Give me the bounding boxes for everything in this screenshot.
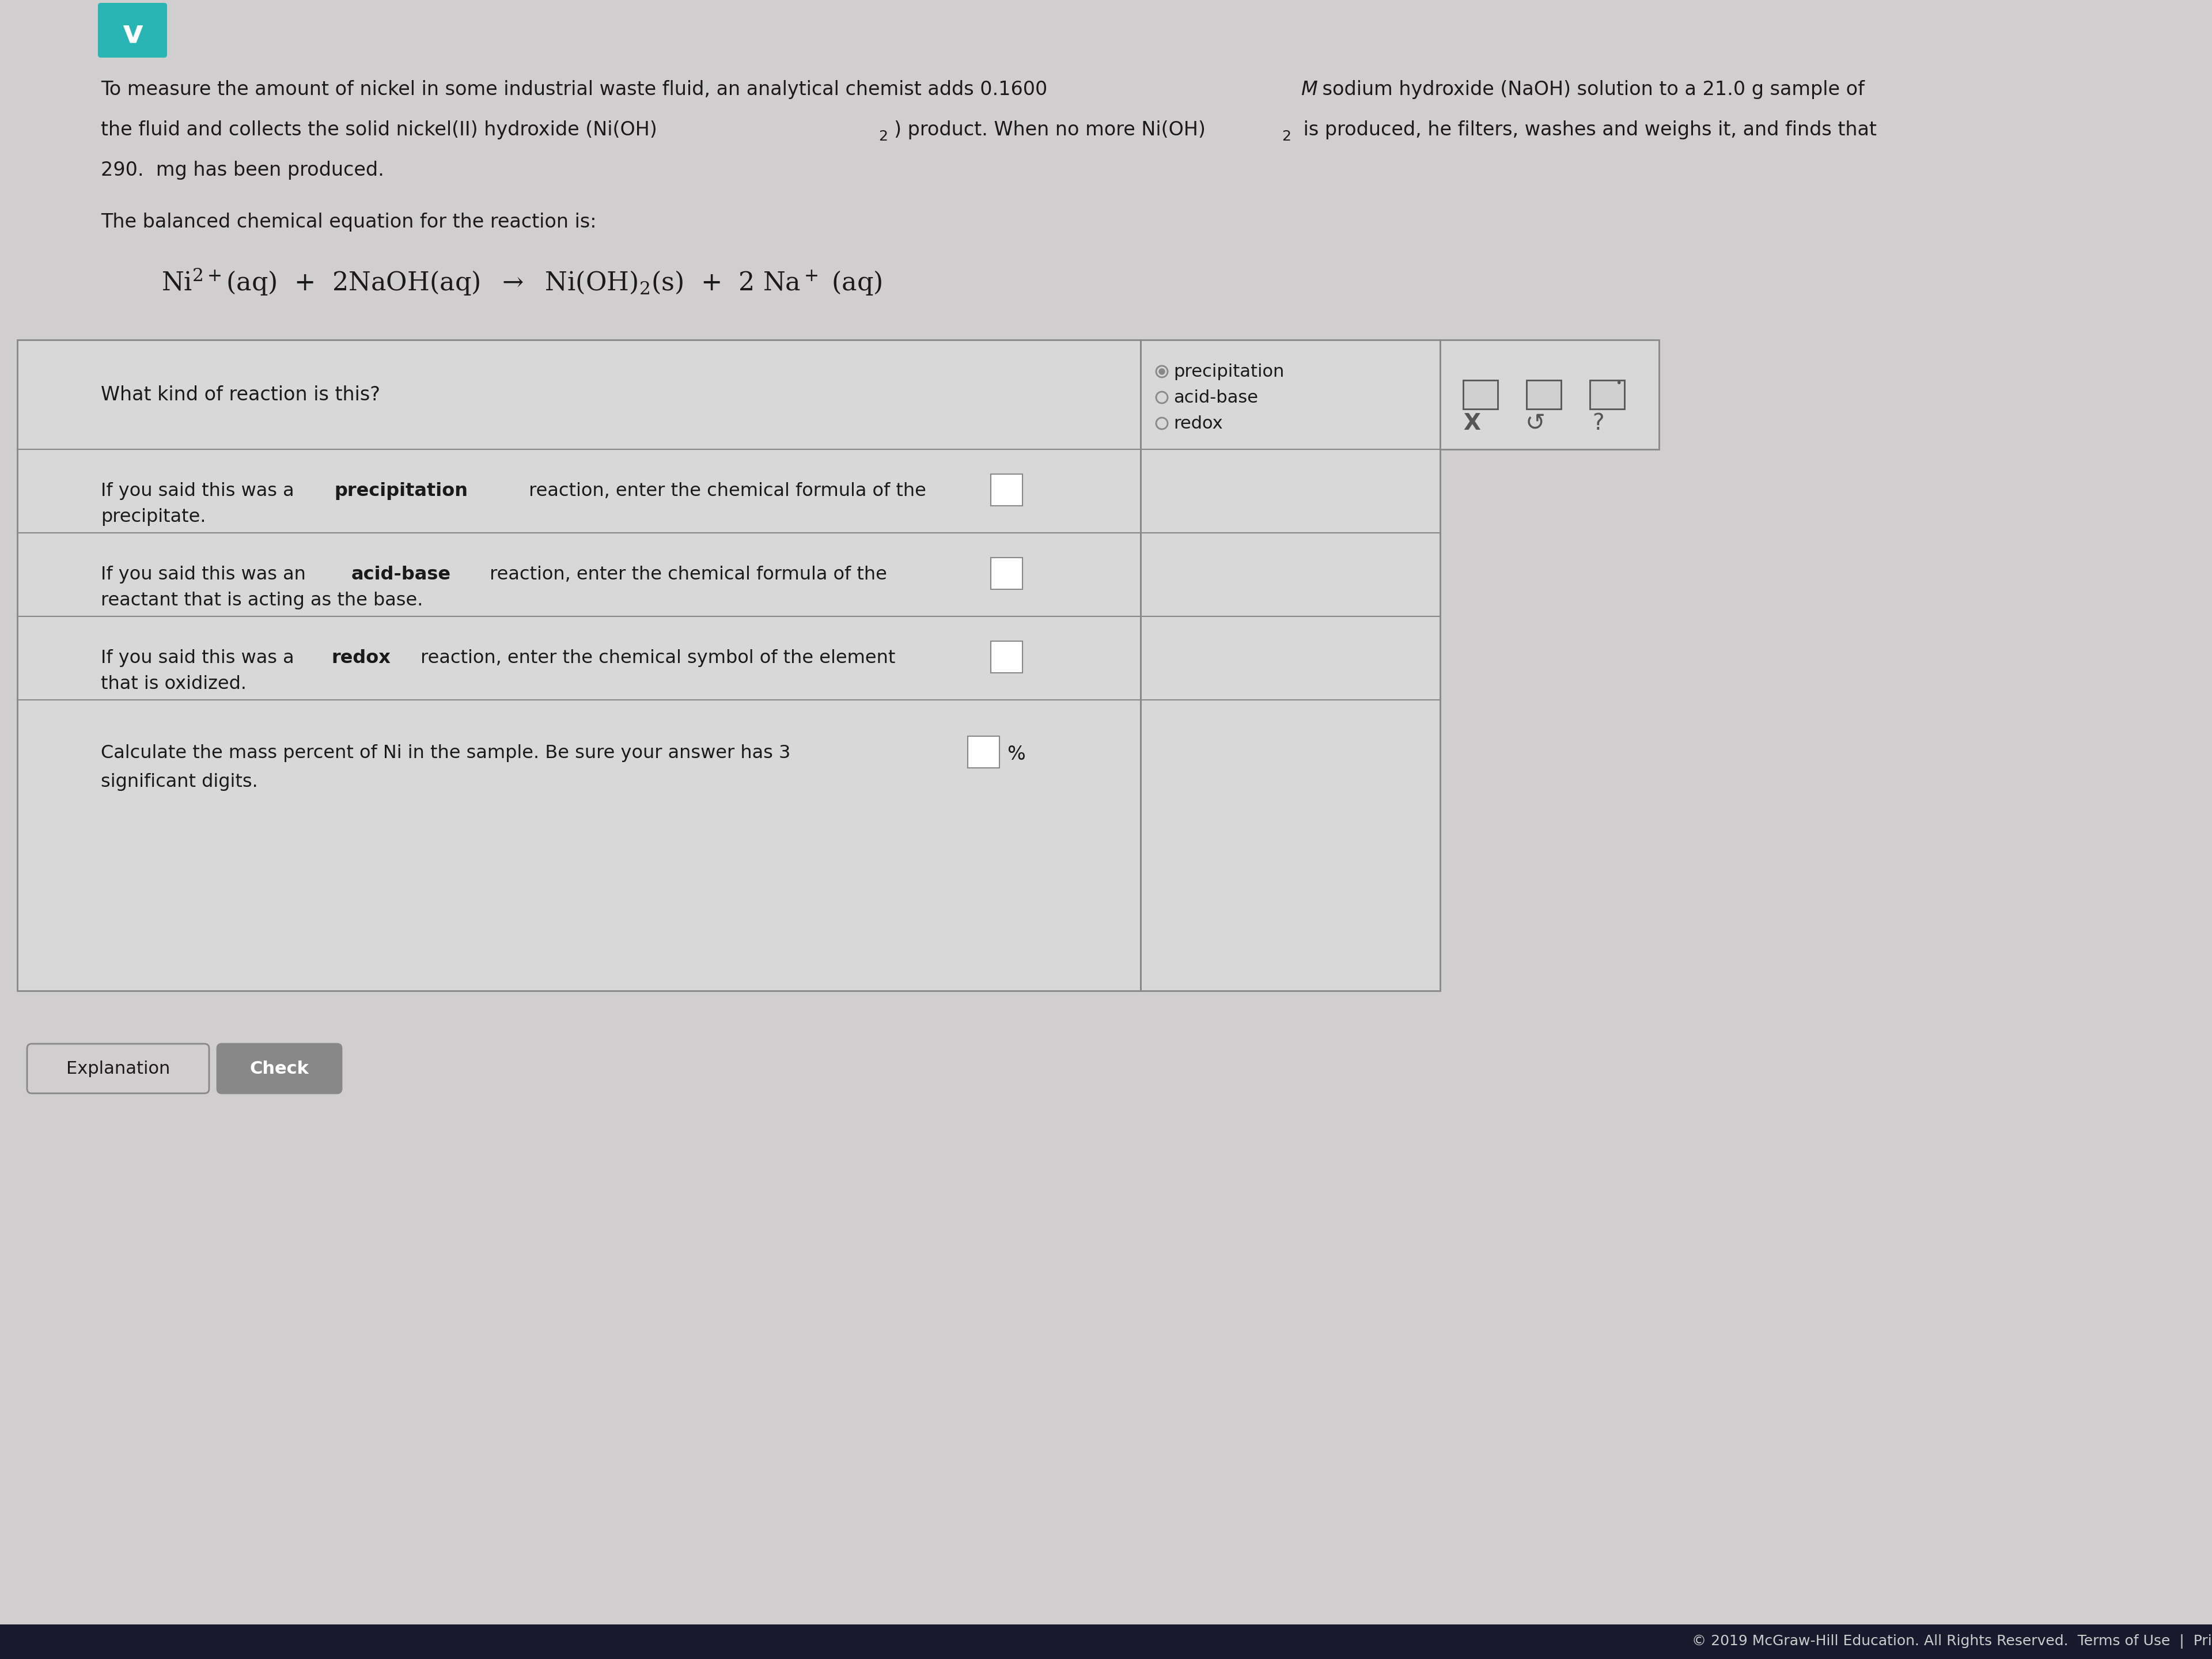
Bar xyxy=(1590,380,1624,410)
FancyBboxPatch shape xyxy=(97,3,168,58)
Text: X: X xyxy=(1462,413,1480,435)
Text: redox: redox xyxy=(332,649,392,667)
Text: acid-base: acid-base xyxy=(352,566,451,584)
Text: the fluid and collects the solid nickel(II) hydroxide (Ni(OH): the fluid and collects the solid nickel(… xyxy=(102,119,657,139)
Text: If you said this was a: If you said this was a xyxy=(102,483,301,499)
Text: sodium hydroxide (NaOH) solution to a 21.0 g sample of: sodium hydroxide (NaOH) solution to a 21… xyxy=(1316,80,1865,100)
Text: that is oxidized.: that is oxidized. xyxy=(102,675,246,693)
Text: is produced, he filters, washes and weighs it, and finds that: is produced, he filters, washes and weig… xyxy=(1296,119,1876,139)
Text: 2: 2 xyxy=(878,129,887,143)
Bar xyxy=(18,340,1141,990)
Text: reactant that is acting as the base.: reactant that is acting as the base. xyxy=(102,592,422,609)
Text: precipitation: precipitation xyxy=(334,483,467,499)
Text: %: % xyxy=(1006,745,1024,763)
Bar xyxy=(991,640,1022,672)
Text: acid-base: acid-base xyxy=(1172,390,1259,406)
Circle shape xyxy=(1159,368,1166,375)
Bar xyxy=(991,557,1022,589)
FancyBboxPatch shape xyxy=(217,1044,341,1093)
Bar xyxy=(0,1624,2212,1659)
Bar xyxy=(991,474,1022,506)
Text: redox: redox xyxy=(1172,415,1223,431)
Text: The balanced chemical equation for the reaction is:: The balanced chemical equation for the r… xyxy=(102,212,597,231)
Text: v: v xyxy=(122,18,144,50)
Text: ?: ? xyxy=(1593,413,1604,435)
Bar xyxy=(1526,380,1562,410)
Text: To measure the amount of nickel in some industrial waste fluid, an analytical ch: To measure the amount of nickel in some … xyxy=(102,80,1053,100)
Text: 290.  mg has been produced.: 290. mg has been produced. xyxy=(102,161,385,179)
Text: reaction, enter the chemical formula of the: reaction, enter the chemical formula of … xyxy=(522,483,927,499)
Text: If you said this was an: If you said this was an xyxy=(102,566,312,584)
FancyBboxPatch shape xyxy=(27,1044,210,1093)
Bar xyxy=(1141,340,1440,990)
Text: 2: 2 xyxy=(1281,129,1292,143)
Bar xyxy=(1440,340,1659,450)
Text: If you said this was a: If you said this was a xyxy=(102,649,301,667)
Text: reaction, enter the chemical formula of the: reaction, enter the chemical formula of … xyxy=(484,566,887,584)
Text: precipitation: precipitation xyxy=(1172,363,1285,380)
Text: significant digits.: significant digits. xyxy=(102,773,259,791)
Text: © 2019 McGraw-Hill Education. All Rights Reserved.  Terms of Use  |  Pri: © 2019 McGraw-Hill Education. All Rights… xyxy=(1692,1634,2212,1649)
Text: Explanation: Explanation xyxy=(66,1060,170,1077)
Text: •: • xyxy=(1615,378,1621,388)
Text: ↺: ↺ xyxy=(1524,411,1546,436)
Text: Ni$^{2+}$(aq)  +  2NaOH(aq)  $\rightarrow$  Ni(OH)$_2$(s)  +  2 Na$^+$ (aq): Ni$^{2+}$(aq) + 2NaOH(aq) $\rightarrow$ … xyxy=(161,267,883,297)
Text: precipitate.: precipitate. xyxy=(102,508,206,526)
Bar xyxy=(1462,380,1498,410)
Text: Calculate the mass percent of Ni in the sample. Be sure your answer has 3: Calculate the mass percent of Ni in the … xyxy=(102,745,790,761)
Text: reaction, enter the chemical symbol of the element: reaction, enter the chemical symbol of t… xyxy=(416,649,896,667)
Bar xyxy=(969,737,1000,768)
Text: ) product. When no more Ni(OH): ) product. When no more Ni(OH) xyxy=(894,119,1206,139)
Text: What kind of reaction is this?: What kind of reaction is this? xyxy=(102,385,380,405)
Text: M: M xyxy=(1301,80,1318,100)
Text: Check: Check xyxy=(250,1060,310,1077)
